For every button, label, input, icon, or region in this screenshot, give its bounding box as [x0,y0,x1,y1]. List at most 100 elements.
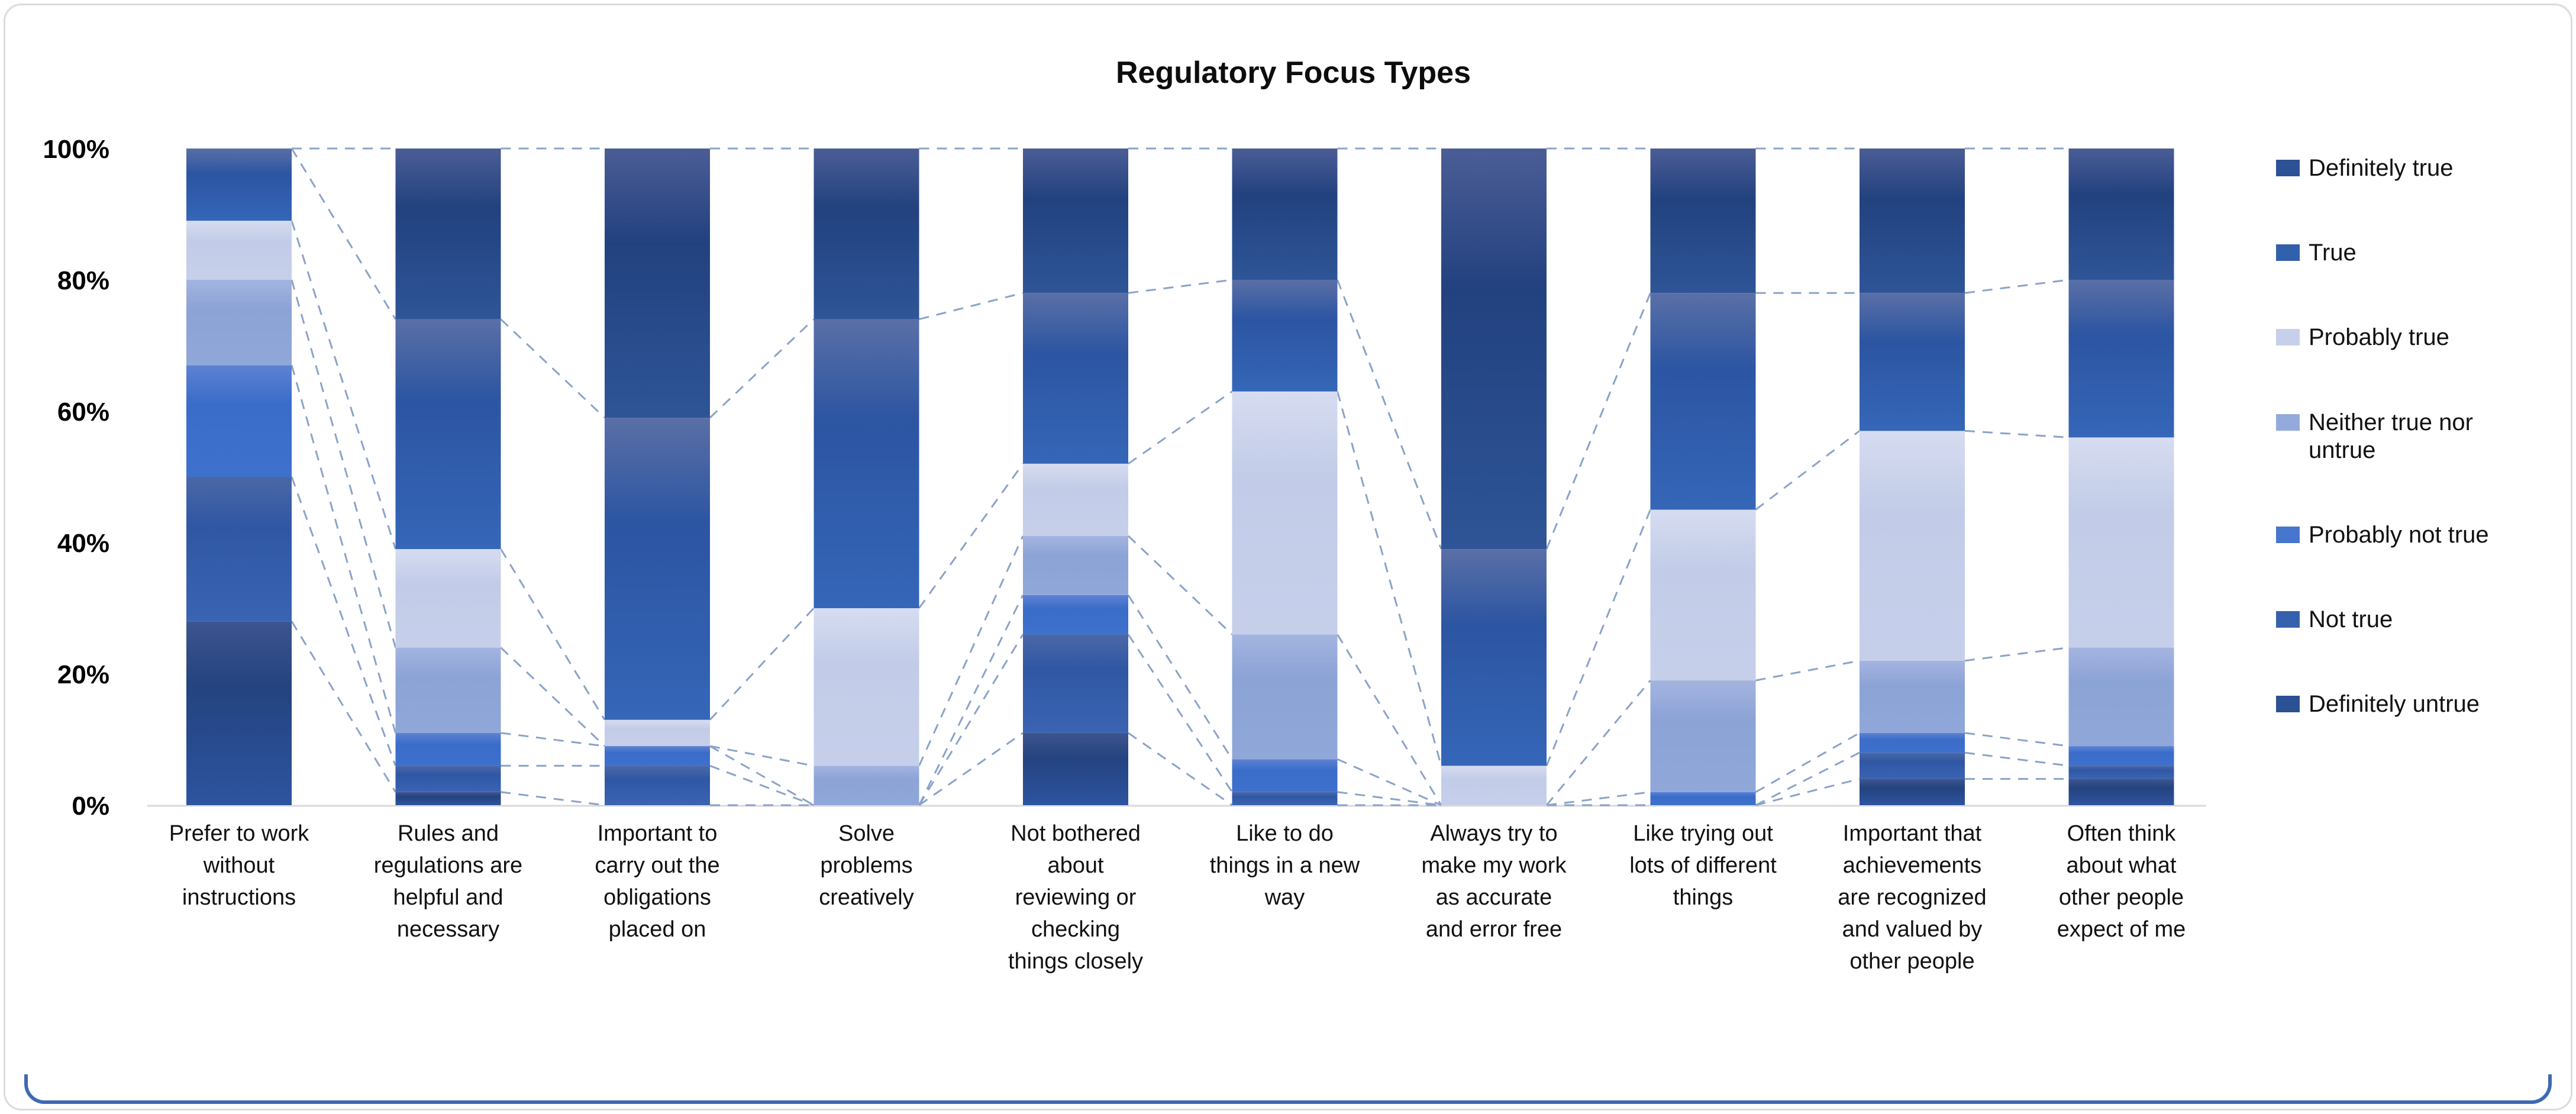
bar-segment [1023,148,1128,293]
series-connector-line [1964,647,2069,662]
series-connector-line [1128,732,1233,806]
legend-item: Definitely true [2276,154,2560,182]
legend-item: Probably not true [2276,521,2560,549]
category-label-line: expect of me [2057,916,2186,942]
series-connector-line [1964,279,2069,294]
bar-segment [605,746,710,766]
bar-segment [186,365,292,477]
y-axis-tick-label: 20% [57,660,109,689]
category-label-line: without [203,853,275,878]
series-connector-line [1964,430,2069,438]
legend-label: Neither true nor untrue [2309,409,2473,464]
category-label: Solve problems creatively [760,818,973,914]
series-connector-line [918,595,1024,806]
category-label: Often think about what other people expect … [2015,818,2228,946]
category-label-line: Always try to [1430,821,1558,846]
legend-swatch-icon [2276,329,2300,346]
legend-label-line: Neither true nor [2309,409,2473,435]
category-label-line: Rules and [397,821,499,846]
category-label-line: Important to [597,821,718,846]
y-axis-tick-label: 100% [43,135,109,164]
bar-segment [1860,148,1965,293]
legend-label: Probably true [2309,324,2449,351]
category-label-line: Prefer to work [169,821,309,846]
bar-segment [1860,660,1965,733]
series-connector-line [1337,634,1442,806]
series-connector-line [1755,778,1860,806]
category-label: Always try to make my work as accurate and … [1387,818,1600,946]
category-label: Prefer to work without instructions [133,818,346,914]
series-connector-line [709,745,815,806]
bar-segment [2068,766,2174,779]
bar-segment [2068,148,2174,280]
chart-legend: Definitely true True Probably true Neither … [2276,154,2560,776]
category-label: Important to carry out the obligations plac… [551,818,764,946]
legend-label-line: True [2309,240,2357,266]
bar-segment [1023,535,1128,595]
bar-segment [186,477,292,622]
bar-segment [186,221,292,280]
series-connector-line [290,279,396,648]
series-connector-line [1755,660,1860,682]
bar-segment [1650,680,1756,792]
series-connector-line [290,621,396,793]
bar-segment [1023,595,1128,635]
series-connector-line [918,463,1024,609]
category-label-line: and error free [1425,916,1563,942]
bar-segment [605,719,710,747]
legend-item: True [2276,239,2560,267]
category-label-line: lots of different [1629,853,1777,878]
category-label-line: regulations are [373,853,523,878]
bar-segment [395,647,501,733]
category-label-line: way [1264,884,1305,910]
bar-segment [395,766,501,792]
bar-segment [1023,293,1128,464]
legend-label-line: untrue [2309,437,2376,463]
chart-title: Regulatory Focus Types [1115,56,1471,90]
bar-segment [186,280,292,366]
series-connector-line [1545,509,1651,766]
series-connector-line [1755,751,1860,806]
series-connector-line [918,732,1024,806]
bar-segment [1232,280,1338,392]
series-connector-line [501,732,605,747]
legend-label-line: Definitely untrue [2309,691,2480,718]
series-connector-line [501,791,605,806]
category-label-line: Often think [2067,821,2176,846]
bar-segment [395,792,501,805]
bar-segment [1232,792,1338,805]
bar-segment [814,608,919,766]
category-label-line: and valued by [1842,916,1983,942]
bar-segment [1860,779,1965,805]
bar-segment [814,319,919,608]
category-label-line: things [1673,884,1734,910]
bar-segment [2068,779,2174,805]
bar-segment [605,418,710,720]
category-label-line: about what [2066,853,2177,878]
legend-item: Probably true [2276,324,2560,351]
legend-swatch-icon [2276,526,2300,543]
bar-segment [1650,293,1756,510]
series-connector-line [500,548,606,721]
category-label-line: placed on [608,916,706,942]
legend-label: Probably not true [2309,521,2489,549]
series-connector-line [1128,390,1233,465]
legend-item: Not true [2276,606,2560,634]
category-label-line: Like to do [1236,821,1334,846]
legend-label-line: Not true [2309,606,2393,633]
legend-swatch-icon [2276,160,2300,176]
series-connector-line [1546,791,1651,806]
legend-label: Definitely true [2309,154,2454,182]
y-axis-tick-label: 60% [57,398,109,427]
category-label-line: necessary [396,916,500,942]
category-label-line: checking [1031,916,1120,942]
category-label-line: obligations [603,884,711,910]
series-connector-line [1127,634,1233,793]
series-connector-line [1127,594,1233,760]
series-connector-line [709,318,815,419]
bar-segment [1023,634,1128,733]
category-label-line: other people [2058,884,2184,910]
bar-segment [186,148,292,221]
bar-segment [1441,766,1547,805]
category-label-line: instructions [182,884,296,910]
